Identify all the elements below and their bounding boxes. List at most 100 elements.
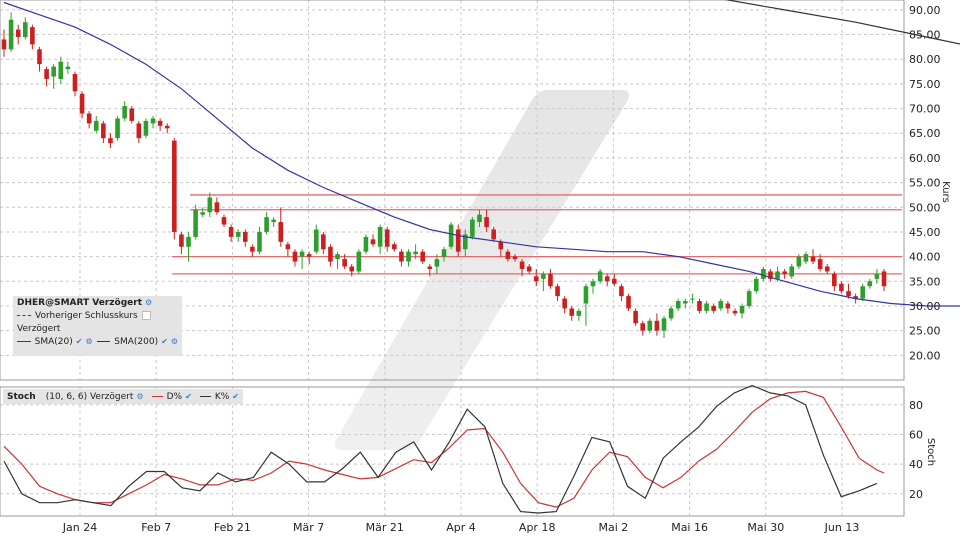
date-tick-label: Mai 2 — [599, 521, 629, 534]
price-tick-label: 80.00 — [909, 53, 941, 66]
candle-body — [129, 108, 135, 121]
candle-body — [604, 276, 610, 282]
legend-prev-close-row: Vorheriger Schlusskurs — [13, 309, 182, 322]
price-grid — [0, 0, 904, 380]
candle-body — [654, 320, 660, 331]
price-tick-label: 40.00 — [909, 251, 941, 264]
candle-body — [250, 246, 255, 252]
date-tick-label: Apr 4 — [446, 521, 476, 534]
candle-body — [214, 202, 220, 213]
candle-body — [306, 254, 312, 257]
settings-icon[interactable]: ⚙ — [85, 337, 93, 346]
candle-body — [782, 271, 787, 274]
candle-body — [512, 256, 518, 260]
candle-body — [384, 229, 390, 247]
candle-body — [356, 251, 362, 272]
candle-body — [768, 271, 773, 279]
date-axis-ticks: Jan 24 Feb 7 Feb 21 Mär 7 Mär 21 Apr 4 Apr 18 M… — [62, 521, 860, 534]
candle-body — [101, 123, 106, 139]
candle-body — [136, 123, 142, 139]
candle-body — [72, 74, 78, 92]
candle-body — [143, 120, 149, 136]
candle-body — [839, 283, 844, 292]
candle-body — [619, 286, 624, 297]
sma200-swatch — [96, 341, 111, 342]
settings-icon[interactable]: ⚙ — [136, 392, 144, 401]
price-tick-label: 55.00 — [909, 177, 941, 190]
candle-body — [470, 219, 475, 237]
candle-body — [803, 254, 809, 262]
candle-body — [242, 231, 248, 242]
legend-sma200: SMA(200) — [114, 336, 159, 347]
stochastic-lines — [3, 384, 885, 514]
check-icon[interactable]: ✔ — [185, 392, 192, 401]
candle-body — [150, 118, 156, 124]
prev-close-toggle[interactable] — [141, 311, 151, 320]
candle-body — [746, 291, 752, 306]
candle-body — [221, 217, 227, 225]
candle-body — [832, 273, 837, 287]
sma20-swatch — [17, 341, 31, 342]
candle-body — [328, 246, 333, 262]
stoch-legend-row: Stoch (10, 6, 6) Verzögert ⚙ D% ✔ K% ✔ — [3, 389, 243, 404]
candle-body — [533, 276, 539, 282]
candle-body — [597, 271, 603, 282]
candle-body — [668, 308, 674, 319]
legend-prev-close: Vorheriger Schlusskurs — [35, 310, 138, 321]
check-icon[interactable]: ✔ — [232, 392, 239, 401]
candle-body — [51, 66, 56, 77]
candle-body — [228, 227, 234, 237]
candle-body — [526, 266, 532, 272]
date-tick-label: Jan 24 — [62, 521, 97, 534]
candle-body — [122, 106, 127, 119]
candle-body — [555, 286, 560, 297]
candle-body — [30, 27, 35, 45]
stoch-panel-frame — [0, 386, 905, 517]
candle-body — [860, 286, 866, 299]
stoch-axis-ticks: 80 60 40 20 — [909, 399, 923, 501]
candle-body — [661, 318, 667, 331]
candle-body — [257, 231, 262, 252]
legend-symbol-title: DHER@SMART Verzögert — [17, 297, 143, 308]
candle-body — [789, 266, 795, 277]
candle-body — [235, 231, 241, 237]
candle-body — [576, 310, 582, 316]
stoch-grid — [0, 387, 904, 516]
stoch-legend-k: K% — [214, 391, 230, 402]
settings-icon[interactable]: ⚙ — [145, 298, 153, 307]
candle-body — [583, 286, 589, 304]
date-tick-label: Mai 16 — [671, 521, 708, 534]
candle-body — [79, 93, 85, 114]
sma20-line — [3, 1, 960, 307]
candle-body — [519, 261, 525, 269]
candle-body — [739, 305, 745, 314]
candle-body — [413, 251, 418, 255]
candle-body — [491, 229, 496, 240]
price-tick-label: 65.00 — [909, 127, 941, 140]
legend-sma-row: SMA(20) ✔ ⚙ SMA(200) ✔ ⚙ — [13, 335, 182, 348]
candle-body — [157, 120, 163, 126]
candle-body — [569, 308, 575, 316]
candle-body — [278, 222, 284, 242]
candle-body — [1, 39, 7, 50]
candle-body — [675, 301, 681, 309]
brand-watermark — [334, 90, 630, 450]
price-panel-frame — [0, 0, 905, 381]
candle-body — [462, 234, 468, 250]
candle-body — [647, 320, 653, 331]
candle-body — [8, 19, 14, 50]
date-tick-label: Mär 7 — [293, 521, 324, 534]
settings-icon[interactable]: ⚙ — [170, 337, 178, 346]
check-icon[interactable]: ✔ — [75, 337, 83, 346]
price-tick-label: 90.00 — [909, 4, 941, 17]
candle-body — [441, 249, 447, 257]
candle-body — [186, 236, 191, 247]
candle-body — [775, 271, 780, 279]
candle-body — [264, 217, 269, 232]
stoch-axis-title: Stoch — [925, 438, 936, 466]
candle-body — [321, 234, 326, 250]
stoch-k-line — [3, 384, 878, 514]
candle-body — [562, 298, 567, 309]
check-icon[interactable]: ✔ — [161, 337, 168, 346]
